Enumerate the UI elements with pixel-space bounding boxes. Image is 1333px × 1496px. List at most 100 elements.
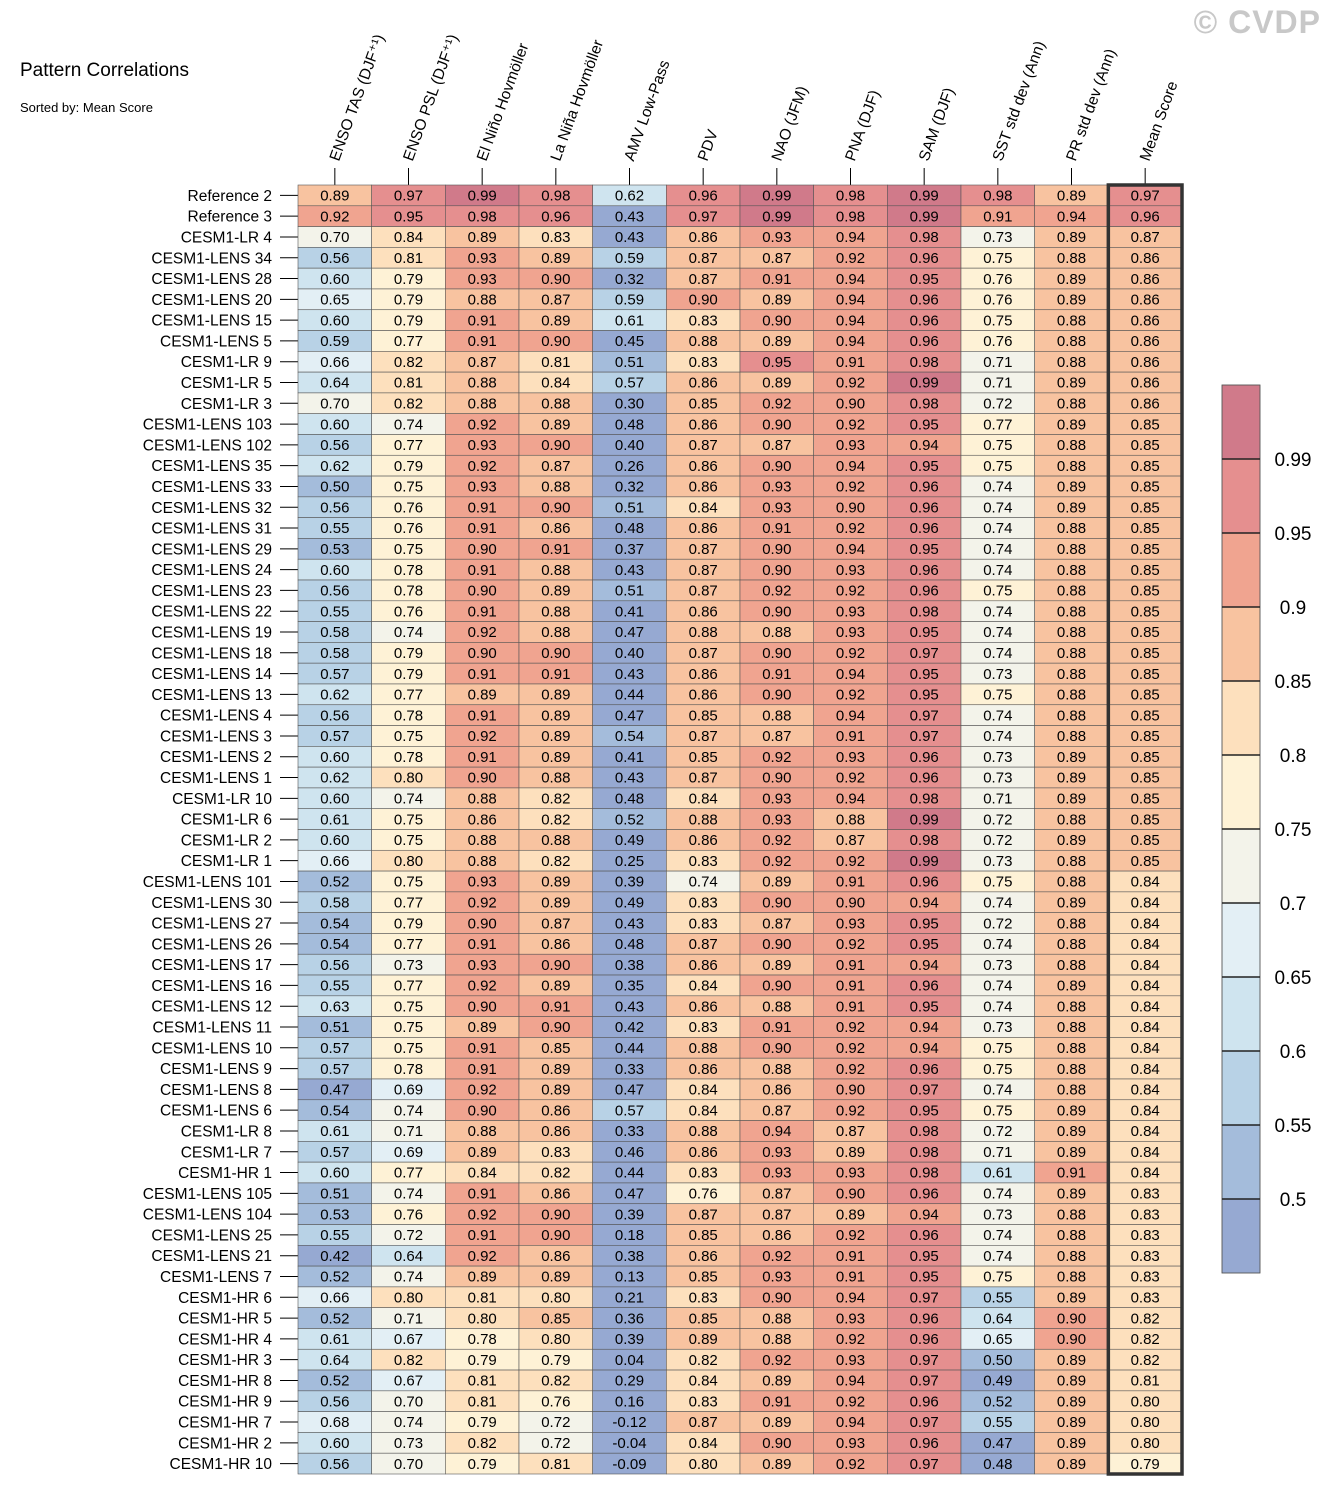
- cell-value: 0.70: [394, 1456, 423, 1473]
- cell-value: 0.94: [910, 437, 939, 454]
- cell-value: 0.97: [910, 1352, 939, 1369]
- cell-value: 0.40: [615, 645, 644, 662]
- cell-value: 0.85: [1131, 832, 1160, 849]
- cell-value: 0.84: [1131, 978, 1160, 995]
- cell-value: 0.50: [320, 479, 349, 496]
- cell-value: 0.90: [762, 894, 791, 911]
- cell-value: 0.91: [836, 1248, 865, 1265]
- cell-value: 0.89: [541, 707, 570, 724]
- cell-value: 0.62: [320, 458, 349, 475]
- cell-value: 0.60: [320, 832, 349, 849]
- cell-value: 0.95: [910, 936, 939, 953]
- cell-value: 0.87: [762, 1206, 791, 1223]
- cell-value: 0.83: [1131, 1206, 1160, 1223]
- cell-value: 0.63: [320, 998, 349, 1015]
- cell-value: 0.85: [1131, 458, 1160, 475]
- colorbar-segment: [1221, 1198, 1261, 1274]
- cell-value: 0.58: [320, 645, 349, 662]
- cell-value: 0.84: [1131, 1061, 1160, 1078]
- row-label: CESM1-LENS 21: [151, 1248, 272, 1265]
- cell-value: 0.74: [983, 936, 1012, 953]
- cell-value: 0.91: [762, 271, 791, 288]
- cell-value: 0.44: [615, 687, 644, 704]
- cell-value: 0.93: [762, 1269, 791, 1286]
- cell-value: 0.79: [394, 292, 423, 309]
- cell-value: 0.86: [762, 1227, 791, 1244]
- cell-value: 0.94: [910, 1019, 939, 1036]
- cell-value: 0.91: [836, 354, 865, 371]
- cell-value: 0.57: [320, 666, 349, 683]
- cell-value: 0.90: [762, 1289, 791, 1306]
- cell-value: 0.72: [541, 1414, 570, 1431]
- cell-value: 0.71: [394, 1123, 423, 1140]
- cell-value: 0.84: [689, 499, 718, 516]
- cell-value: 0.80: [394, 853, 423, 870]
- cell-value: 0.84: [1131, 936, 1160, 953]
- cell-value: 0.87: [541, 458, 570, 475]
- cell-value: 0.88: [541, 395, 570, 412]
- cell-value: 0.96: [910, 749, 939, 766]
- cell-value: 0.96: [910, 292, 939, 309]
- cell-value: 0.94: [836, 333, 865, 350]
- cell-value: 0.92: [836, 1393, 865, 1410]
- cell-value: 0.89: [541, 1061, 570, 1078]
- cell-value: 0.61: [320, 1331, 349, 1348]
- cell-value: 0.96: [541, 208, 570, 225]
- row-label: CESM1-LENS 11: [153, 1020, 272, 1037]
- cell-value: 0.79: [541, 1352, 570, 1369]
- cell-value: 0.73: [983, 229, 1012, 246]
- row-label: CESM1-LENS 19: [151, 624, 272, 641]
- cell-value: 0.92: [836, 1061, 865, 1078]
- cell-value: 0.99: [910, 811, 939, 828]
- cell-value: 0.80: [394, 1289, 423, 1306]
- cell-value: 0.72: [541, 1435, 570, 1452]
- cell-value: 0.59: [320, 333, 349, 350]
- cell-value: 0.89: [1057, 416, 1086, 433]
- cell-value: 0.89: [468, 229, 497, 246]
- colorbar: 0.99 0.95 0.9 0.85 0.8 0.75 0.7 0.65 0.6 0.55 0.5: [1221, 384, 1311, 1274]
- row-label: CESM1-LENS 2: [160, 749, 272, 766]
- cell-value: 0.92: [762, 395, 791, 412]
- cell-value: 0.84: [1131, 1165, 1160, 1182]
- cell-value: 0.80: [541, 1331, 570, 1348]
- cell-value: 0.88: [689, 624, 718, 641]
- column-label: SAM (DJF): [916, 86, 958, 164]
- cell-value: 0.85: [1131, 645, 1160, 662]
- cell-value: 0.91: [762, 520, 791, 537]
- row-label: CESM1-LENS 22: [151, 604, 272, 621]
- cell-value: 0.79: [394, 312, 423, 329]
- cell-value: 0.90: [468, 645, 497, 662]
- cell-value: 0.25: [615, 853, 644, 870]
- cell-value: 0.48: [615, 791, 644, 808]
- row-label: CESM1-LR 4: [181, 229, 273, 246]
- cell-value: 0.55: [320, 520, 349, 537]
- cell-value: 0.88: [762, 998, 791, 1015]
- cell-value: 0.94: [836, 541, 865, 558]
- cell-value: 0.79: [468, 1456, 497, 1473]
- cell-value: 0.89: [1057, 1123, 1086, 1140]
- cell-value: 0.86: [1131, 271, 1160, 288]
- cell-value: 0.84: [1131, 1123, 1160, 1140]
- row-label: CESM1-LENS 23: [151, 583, 272, 600]
- cell-value: 0.75: [983, 687, 1012, 704]
- colorbar-segment: [1221, 754, 1261, 830]
- cell-value: 0.78: [394, 707, 423, 724]
- row-label: CESM1-LENS 14: [151, 666, 272, 683]
- cell-value: 0.53: [320, 1206, 349, 1223]
- cell-value: 0.89: [541, 1082, 570, 1099]
- cell-value: 0.16: [615, 1393, 644, 1410]
- cell-value: 0.85: [689, 1269, 718, 1286]
- cell-value: 0.82: [394, 1352, 423, 1369]
- cell-value: 0.88: [1057, 437, 1086, 454]
- cell-value: 0.94: [836, 292, 865, 309]
- cell-value: 0.85: [1131, 437, 1160, 454]
- cell-value: 0.86: [689, 998, 718, 1015]
- cell-value: 0.88: [1057, 583, 1086, 600]
- row-label: CESM1-HR 4: [178, 1331, 272, 1348]
- cell-value: 0.60: [320, 416, 349, 433]
- cell-value: 0.45: [615, 333, 644, 350]
- cell-value: 0.93: [762, 791, 791, 808]
- cvdp-watermark: © CVDP: [1193, 4, 1321, 40]
- cell-value: 0.93: [468, 957, 497, 974]
- colorbar-segment: [1221, 384, 1261, 460]
